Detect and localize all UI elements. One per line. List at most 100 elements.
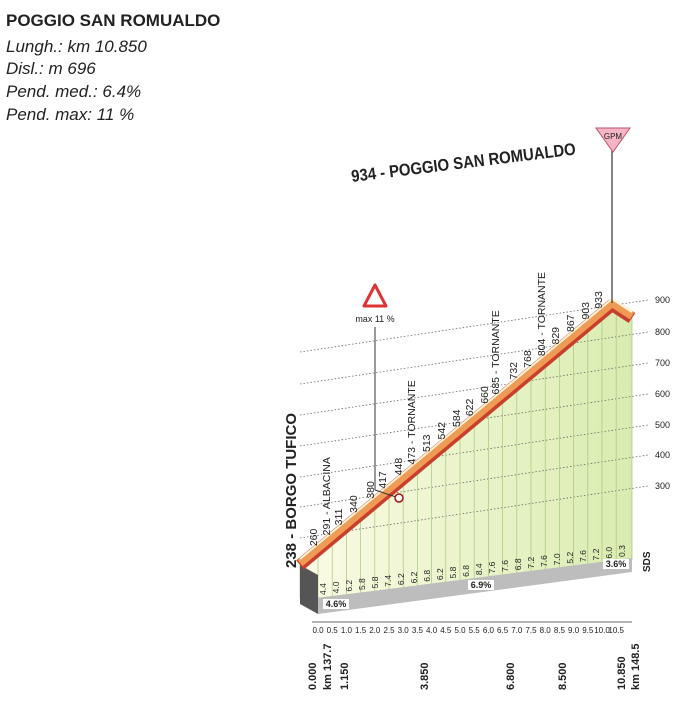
profile-label: 340: [348, 495, 360, 513]
km-tick: 4.0: [426, 626, 438, 635]
elevation-label: 900: [655, 295, 670, 305]
km-point: 6.800: [505, 662, 517, 690]
profile-label: 933: [593, 291, 605, 309]
km-tick: 4.5: [440, 626, 452, 635]
profile-label: 829: [550, 327, 562, 345]
gradient-label: 6.2: [409, 571, 419, 583]
profile-label: 291 - ALBACINA: [321, 457, 333, 535]
gpm-badge: [595, 127, 631, 153]
km-tick: 9.0: [568, 626, 580, 635]
km-tick: 8.0: [540, 626, 552, 635]
km-point: 8.500: [557, 662, 569, 690]
km-point: 3.850: [419, 662, 431, 690]
km-tick: 1.0: [341, 626, 353, 635]
gradient-label: 6.8: [422, 570, 432, 582]
elevation-line: [299, 299, 649, 353]
elevation-label: 600: [655, 389, 670, 399]
profile-label: 542: [436, 422, 448, 440]
elevation-line: [299, 362, 649, 416]
km-tick: 8.5: [554, 626, 566, 635]
sds: SDS: [642, 551, 653, 572]
elevation-label: 300: [655, 481, 670, 491]
gradient-label: 4.4: [318, 583, 328, 595]
km-point: km 137.7: [322, 644, 334, 690]
km-tick: 3.0: [398, 626, 410, 635]
km-tick: 0.0: [312, 626, 324, 635]
km-tick: 9.5: [582, 626, 594, 635]
gradient-label: 5.8: [448, 566, 458, 578]
profile-label: 417: [377, 471, 389, 489]
km-tick: 5.0: [454, 626, 466, 635]
gradient-label: 6.8: [461, 565, 471, 577]
gradient-label: 0.3: [617, 545, 627, 557]
title: POGGIO SAN ROMUALDO: [6, 11, 220, 30]
km-tick: 10.5: [608, 626, 624, 635]
avg-box: [323, 599, 349, 609]
gradient-label: 5.8: [370, 576, 380, 588]
gradient-label: 6.2: [344, 580, 354, 592]
km-tick: 10.0: [594, 626, 610, 635]
gradient-label: 7.0: [552, 553, 562, 565]
gradient-label: 4.0: [331, 581, 341, 593]
max-marker: [394, 493, 404, 503]
gradient-label: 7.6: [500, 560, 510, 572]
max-sign: [362, 283, 388, 308]
elevation-label: 800: [655, 327, 670, 337]
km-point: 0.000: [307, 662, 319, 690]
km-tick: 2.0: [369, 626, 381, 635]
gradient-label: 6.2: [435, 568, 445, 580]
max-label: max 11 %: [355, 314, 394, 324]
profile-label: 260: [308, 528, 320, 546]
avg-box: [468, 580, 494, 590]
elevation-label: 700: [655, 358, 670, 368]
km-point: 10.850: [616, 656, 628, 690]
elevation-line: [299, 331, 649, 385]
profile-label: 732: [508, 362, 520, 380]
profile-label: 622: [464, 398, 476, 416]
profile-label: 804 - TORNANTE: [536, 272, 548, 356]
gradient-label: 6.8: [513, 558, 523, 570]
profile-label: 584: [451, 409, 463, 427]
km-tick: 1.5: [355, 626, 367, 635]
elevation-label: 400: [655, 450, 670, 460]
km-tick: 6.5: [497, 626, 509, 635]
profile-label: 513: [421, 434, 433, 452]
gradient-label: 7.2: [526, 556, 536, 568]
avg-gradient: 6.9%: [471, 580, 492, 590]
start-block: [300, 565, 318, 614]
km-point: 1.150: [339, 662, 351, 690]
gradient-label: 6.2: [396, 573, 406, 585]
profile-label: 311: [333, 508, 345, 525]
profile-label: 448: [393, 458, 405, 476]
gradient-label: 5.8: [357, 578, 367, 590]
gradient-label: 7.4: [383, 575, 393, 587]
profile-label: 768: [522, 350, 534, 368]
km-tick: 6.0: [483, 626, 495, 635]
gradient-label: 7.2: [591, 548, 601, 560]
info-line: Pend. max: 11 %: [6, 105, 134, 124]
profile-label: 903: [580, 302, 592, 320]
avg-gradient: 4.6%: [326, 599, 347, 609]
gradient-label: 7.6: [578, 550, 588, 562]
gradient-label: 7.6: [487, 561, 497, 573]
km-tick: 3.5: [412, 626, 424, 635]
elevation-label: 500: [655, 420, 670, 430]
km-tick: 7.5: [525, 626, 537, 635]
profile-label: 685 - TORNANTE: [490, 310, 502, 394]
info-line: Pend. med.: 6.4%: [6, 82, 141, 101]
gradient-label: 8.4: [474, 563, 484, 575]
summit-label: 934 - POGGIO SAN ROMUALDO: [350, 140, 577, 186]
grid: [299, 299, 649, 598]
gpm-label: GPM: [604, 132, 623, 141]
km-tick: 2.5: [383, 626, 395, 635]
km-tick: 7.0: [511, 626, 523, 635]
km-tick: 5.5: [469, 626, 481, 635]
gradient-label: 7.6: [539, 555, 549, 567]
info-line: Disl.: m 696: [6, 59, 96, 78]
avg-gradient: 3.6%: [606, 559, 627, 569]
profile-label: 867: [565, 314, 577, 332]
km-tick: 0.5: [327, 626, 339, 635]
avg-box: [603, 559, 629, 569]
